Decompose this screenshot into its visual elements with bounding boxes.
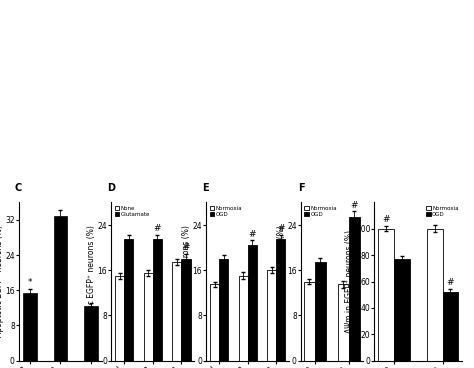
Y-axis label: ΔΨm in EGFP⁺ neurons (%): ΔΨm in EGFP⁺ neurons (%) (346, 230, 355, 333)
Text: #: # (447, 279, 454, 287)
Bar (349, 216, 360, 361)
Text: #: # (351, 201, 358, 210)
Bar (378, 229, 394, 361)
Bar (144, 273, 153, 361)
Bar (172, 262, 182, 361)
Bar (219, 259, 228, 361)
Bar (267, 270, 276, 361)
Bar (247, 245, 257, 361)
Text: C: C (15, 183, 22, 194)
Bar (153, 239, 162, 361)
Y-axis label: Apoptotic EGFP⁺ neurons (%): Apoptotic EGFP⁺ neurons (%) (0, 226, 4, 337)
Bar (84, 306, 98, 361)
Text: #: # (154, 224, 161, 233)
Bar (443, 292, 458, 361)
Y-axis label: Apoptotic EGFP⁺ neurons (%): Apoptotic EGFP⁺ neurons (%) (182, 226, 191, 337)
Bar (394, 259, 410, 361)
Bar (338, 284, 349, 361)
Bar (427, 229, 443, 361)
Bar (315, 262, 326, 361)
Bar (54, 216, 67, 361)
Legend: Normoxia, OGD: Normoxia, OGD (209, 205, 243, 217)
Bar (276, 239, 285, 361)
Bar (182, 259, 191, 361)
Y-axis label: Apoptotic EGFP⁺ neurons (%): Apoptotic EGFP⁺ neurons (%) (277, 226, 286, 337)
Text: #: # (182, 243, 190, 252)
Text: #: # (383, 215, 390, 224)
Text: #: # (277, 224, 284, 233)
Y-axis label: Apoptotic EGFP⁺ neurons (%): Apoptotic EGFP⁺ neurons (%) (87, 226, 96, 337)
Bar (124, 239, 134, 361)
Bar (238, 276, 247, 361)
Bar (23, 293, 36, 361)
Text: *: * (27, 278, 32, 287)
Legend: None, Glutamate: None, Glutamate (114, 205, 151, 217)
Text: F: F (298, 183, 304, 194)
Text: #: # (248, 230, 256, 238)
Bar (210, 284, 219, 361)
Bar (115, 276, 124, 361)
Legend: Normoxia, OGD: Normoxia, OGD (426, 205, 459, 217)
Bar (304, 282, 315, 361)
Text: E: E (202, 183, 209, 194)
Legend: Normoxia, OGD: Normoxia, OGD (304, 205, 337, 217)
Text: D: D (107, 183, 115, 194)
